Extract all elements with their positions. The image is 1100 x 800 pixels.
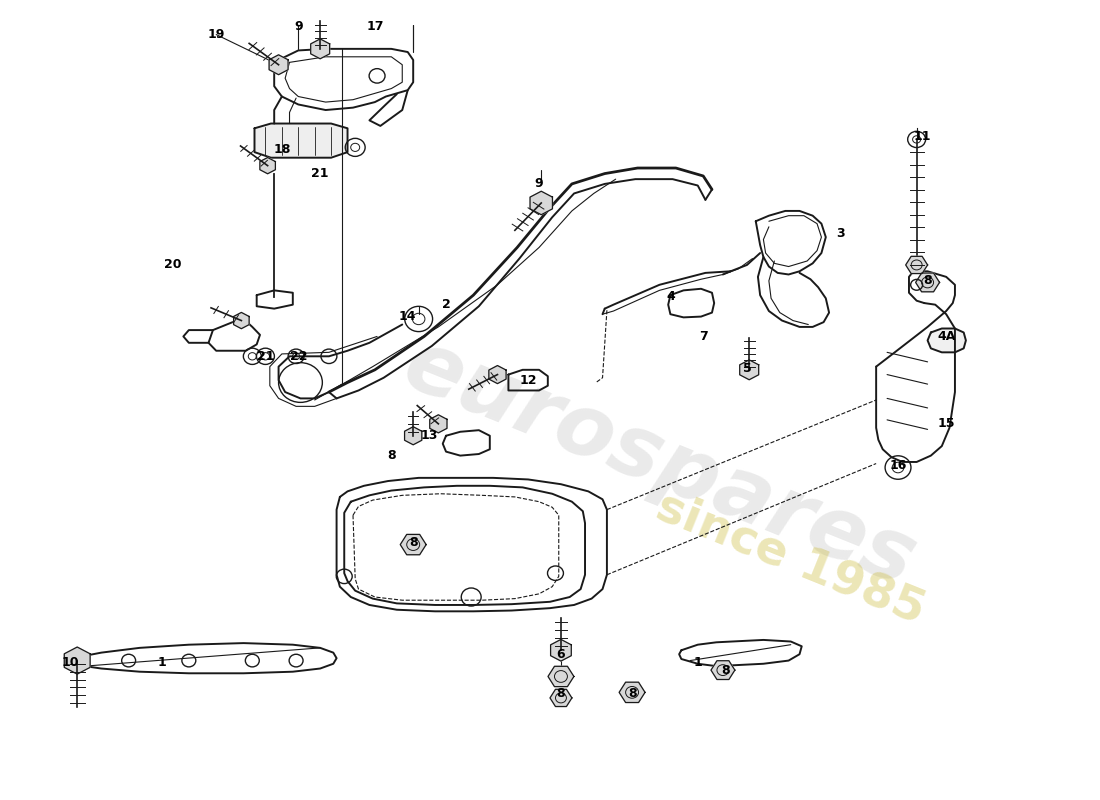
Text: 9: 9 <box>535 178 543 190</box>
Polygon shape <box>270 55 288 74</box>
Text: 14: 14 <box>399 310 417 323</box>
Text: 10: 10 <box>62 656 79 669</box>
Text: 21: 21 <box>256 350 274 363</box>
Polygon shape <box>254 123 348 158</box>
Polygon shape <box>430 415 447 433</box>
Text: 1: 1 <box>693 656 702 669</box>
Text: 11: 11 <box>913 130 931 142</box>
Text: 15: 15 <box>937 418 955 430</box>
Polygon shape <box>260 158 275 174</box>
Text: 4A: 4A <box>937 330 956 343</box>
Polygon shape <box>739 360 759 380</box>
Text: 17: 17 <box>366 20 384 33</box>
Text: 8: 8 <box>923 274 932 287</box>
Text: 16: 16 <box>889 459 906 473</box>
Polygon shape <box>548 666 574 686</box>
Text: 8: 8 <box>628 687 637 701</box>
Polygon shape <box>488 366 506 384</box>
Text: 6: 6 <box>557 648 565 661</box>
Polygon shape <box>310 39 330 58</box>
Polygon shape <box>530 191 552 214</box>
Text: 2: 2 <box>442 298 450 311</box>
Text: 19: 19 <box>208 28 224 41</box>
Polygon shape <box>550 690 572 706</box>
Polygon shape <box>927 329 966 352</box>
Text: 8: 8 <box>557 687 565 701</box>
Text: 8: 8 <box>409 537 418 550</box>
Polygon shape <box>551 639 571 661</box>
Polygon shape <box>619 682 645 702</box>
Text: 12: 12 <box>519 374 537 386</box>
Text: 5: 5 <box>742 362 751 374</box>
Polygon shape <box>233 313 249 329</box>
Text: 7: 7 <box>698 330 707 343</box>
Text: 18: 18 <box>273 143 290 156</box>
Text: 8: 8 <box>720 664 729 677</box>
Text: 3: 3 <box>836 226 845 240</box>
Polygon shape <box>711 661 735 679</box>
Text: 9: 9 <box>294 20 302 33</box>
Text: since 1985: since 1985 <box>650 485 932 634</box>
Text: 20: 20 <box>164 258 182 271</box>
Text: 22: 22 <box>289 350 307 363</box>
Polygon shape <box>400 534 426 554</box>
Text: eurospares: eurospares <box>392 323 927 604</box>
Polygon shape <box>915 273 939 292</box>
Polygon shape <box>64 647 90 674</box>
Text: 1: 1 <box>157 656 166 669</box>
Polygon shape <box>405 426 421 445</box>
Text: 8: 8 <box>387 449 396 462</box>
Text: 13: 13 <box>421 430 438 442</box>
Text: 4: 4 <box>666 290 674 303</box>
Text: 21: 21 <box>311 167 329 180</box>
Polygon shape <box>905 256 927 274</box>
